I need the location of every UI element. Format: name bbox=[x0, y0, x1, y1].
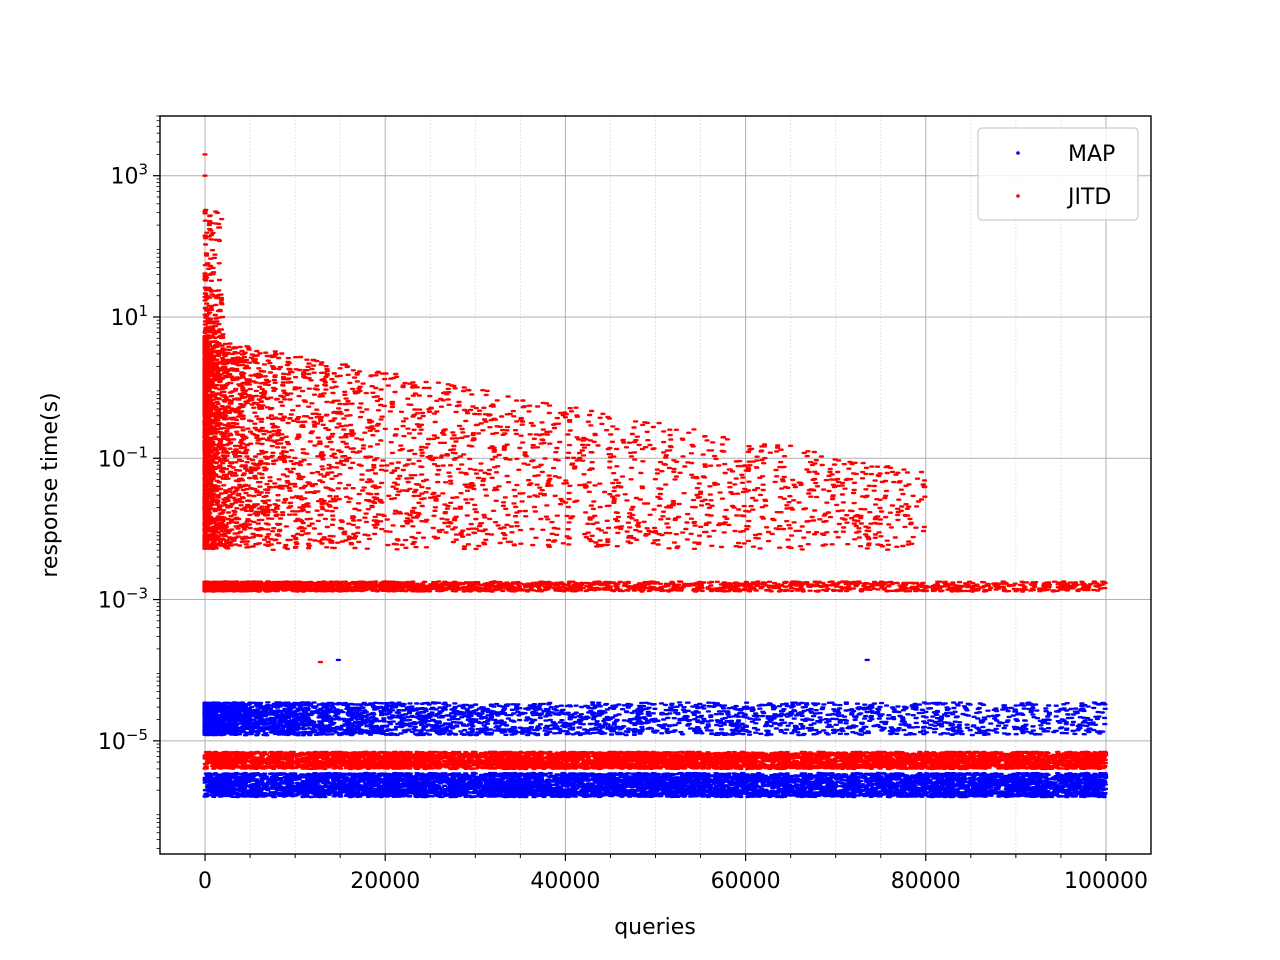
y-axis-label: response time(s) bbox=[38, 392, 63, 577]
legend: MAP JITD bbox=[977, 127, 1139, 221]
x-tick-label: 60000 bbox=[711, 869, 781, 894]
legend-marker-map bbox=[1016, 151, 1020, 155]
x-tick-label: 40000 bbox=[530, 869, 600, 894]
legend-marker-jitd bbox=[1016, 194, 1020, 198]
y-tick-label: 103 bbox=[110, 161, 148, 190]
series-jitd-points bbox=[202, 153, 1109, 771]
y-tick-label: 10−3 bbox=[98, 585, 148, 614]
x-axis-label: queries bbox=[614, 915, 696, 940]
x-tick-label: 80000 bbox=[891, 869, 961, 894]
axis-ticks: 0 20000 40000 60000 80000 100000 10−5 10−3 10−1 1… bbox=[98, 115, 1148, 894]
x-tick-label: 20000 bbox=[350, 869, 420, 894]
x-tick-label: 100000 bbox=[1064, 869, 1148, 894]
y-tick-label: 101 bbox=[110, 302, 148, 331]
y-tick-label: 10−5 bbox=[98, 726, 148, 755]
legend-label-map: MAP bbox=[1068, 142, 1115, 167]
x-tick-label: 0 bbox=[198, 869, 212, 894]
series-map-points bbox=[202, 658, 1109, 799]
y-tick-label: 10−1 bbox=[98, 443, 148, 472]
legend-label-jitd: JITD bbox=[1066, 185, 1111, 210]
data-points bbox=[202, 153, 1109, 799]
